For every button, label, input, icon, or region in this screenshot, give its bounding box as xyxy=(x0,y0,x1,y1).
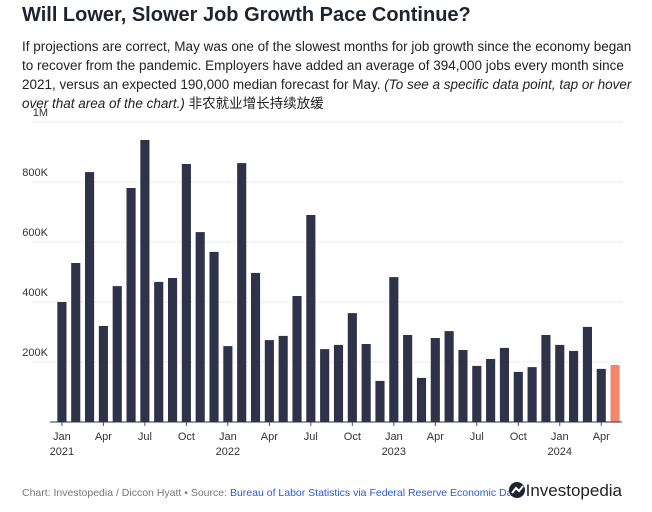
bar xyxy=(85,172,95,422)
x-tick-label: Oct xyxy=(510,431,527,443)
x-tick-label: Apr xyxy=(261,431,278,443)
bar xyxy=(555,344,565,422)
x-tick-label: Jul xyxy=(470,431,484,443)
logo-icon xyxy=(508,482,525,498)
subtitle-note: (To see a specific data point, tap or ho… xyxy=(22,77,632,111)
bar xyxy=(472,365,482,422)
bar xyxy=(486,359,496,422)
bar xyxy=(320,349,330,422)
bar xyxy=(181,164,191,422)
bar xyxy=(278,335,288,422)
bar xyxy=(375,380,385,422)
bar xyxy=(458,350,468,422)
y-tick-label: 400K xyxy=(22,287,48,299)
bar xyxy=(154,281,164,422)
bar xyxy=(513,371,523,422)
bar xyxy=(126,188,136,422)
bar xyxy=(71,263,81,422)
x-tick-label: Apr xyxy=(95,431,112,443)
x-tick-label: Jul xyxy=(138,431,152,443)
bar xyxy=(98,326,108,422)
x-tick-label: Oct xyxy=(178,431,195,443)
chart-title: Will Lower, Slower Job Growth Pace Conti… xyxy=(22,4,471,26)
bar xyxy=(57,302,67,422)
bar xyxy=(430,338,440,422)
bar xyxy=(569,350,579,422)
bar xyxy=(237,163,247,422)
bar xyxy=(582,326,592,422)
bar xyxy=(112,286,122,422)
x-tick-label: Jan 2022 xyxy=(216,431,240,458)
bar xyxy=(499,347,510,422)
bar xyxy=(444,331,454,422)
x-tick-label: Apr xyxy=(427,431,444,443)
y-tick-label: 600K xyxy=(22,227,48,239)
bar xyxy=(541,335,551,422)
bar xyxy=(403,335,413,422)
x-tick-label: Apr xyxy=(593,431,610,443)
subtitle-extra: 非农就业增长持续放缓 xyxy=(188,96,324,111)
bar xyxy=(209,251,219,422)
bar xyxy=(347,313,357,422)
x-tick-label: Jul xyxy=(304,431,318,443)
bar xyxy=(264,340,274,422)
x-tick-label: Oct xyxy=(344,431,361,443)
y-tick-label: 1M xyxy=(33,107,48,119)
bar xyxy=(389,277,399,422)
bar xyxy=(596,368,606,422)
bar xyxy=(333,344,344,422)
bar xyxy=(610,365,620,422)
y-tick-label: 200K xyxy=(22,347,48,359)
x-tick-label: Jan 2023 xyxy=(382,431,406,458)
bar xyxy=(306,215,316,422)
logo: Investopedia xyxy=(508,481,622,501)
logo-text: Investopedia xyxy=(525,481,622,500)
bar xyxy=(361,344,371,422)
subtitle-block: If projections are correct, May was one … xyxy=(22,37,632,113)
x-tick-label: Jan 2021 xyxy=(50,431,74,458)
bar xyxy=(167,278,178,422)
x-tick-label: Jan 2024 xyxy=(548,431,572,458)
bar xyxy=(250,272,261,422)
bar xyxy=(223,346,233,422)
bar xyxy=(195,232,205,422)
subtitle: If projections are correct, May was one … xyxy=(22,39,632,92)
source-prefix: Chart: Investopedia / Diccon Hyatt • Sou… xyxy=(22,487,228,499)
bar xyxy=(140,140,150,422)
bar xyxy=(527,367,537,422)
footer: Chart: Investopedia / Diccon Hyatt • Sou… xyxy=(22,487,521,499)
bar xyxy=(416,377,427,422)
y-tick-label: 800K xyxy=(22,167,48,179)
bar xyxy=(292,296,302,422)
source-link[interactable]: Bureau of Labor Statistics via Federal R… xyxy=(229,487,522,499)
